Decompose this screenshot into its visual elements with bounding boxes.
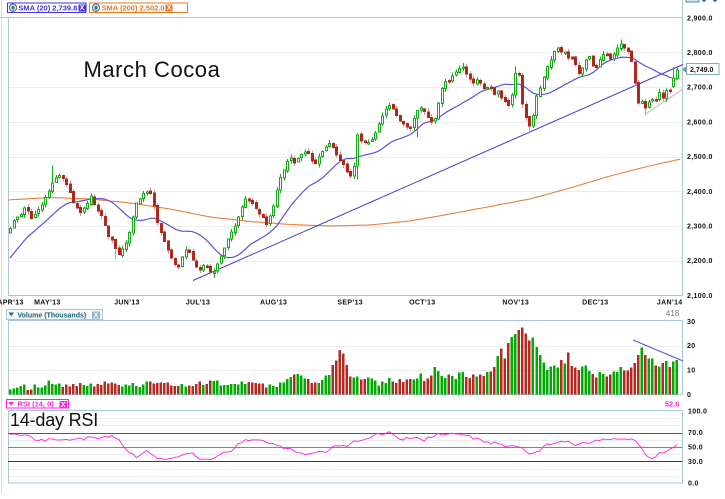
svg-text:2,300.0: 2,300.0 [687,224,713,231]
svg-text:AUG’13: AUG’13 [260,300,287,307]
svg-text:10: 10 [687,368,696,375]
svg-text:100.0: 100.0 [688,408,707,415]
svg-text:JUL’13: JUL’13 [186,300,210,307]
svg-text:52.6: 52.6 [665,399,680,408]
svg-text:OCT’13: OCT’13 [409,300,435,307]
svg-text:JAN’14: JAN’14 [657,300,683,307]
svg-text:0: 0 [687,392,691,399]
svg-text:2,100.0: 2,100.0 [687,293,713,300]
svg-text:March Cocoa: March Cocoa [84,57,221,82]
svg-text:30.0: 30.0 [688,459,703,466]
svg-text:2,700.0: 2,700.0 [687,85,713,92]
svg-text:MAY’13: MAY’13 [34,300,60,307]
svg-text:SMA (20) 2,739.8: SMA (20) 2,739.8 [18,3,77,12]
svg-text:X: X [80,5,85,12]
svg-text:0.0: 0.0 [688,481,699,488]
svg-text:2,400.0: 2,400.0 [687,189,713,196]
svg-text:2,500.0: 2,500.0 [687,154,713,161]
svg-text:2,800.0: 2,800.0 [687,50,713,57]
svg-text:30: 30 [687,319,696,326]
svg-text:X: X [61,402,66,409]
svg-text:Volume (Thousands): Volume (Thousands) [18,312,87,319]
svg-text:APR’13: APR’13 [0,300,24,307]
svg-text:SEP’13: SEP’13 [337,300,363,307]
svg-text:DEC’13: DEC’13 [582,300,608,307]
svg-text:2,200.0: 2,200.0 [687,258,713,265]
svg-text:20: 20 [687,343,696,350]
svg-text:X: X [167,5,172,12]
svg-text:RSI (14, 0): RSI (14, 0) [18,400,55,409]
svg-text:2,600.0: 2,600.0 [687,119,713,126]
svg-text:NOV’13: NOV’13 [502,300,529,307]
svg-text:418: 418 [666,309,680,318]
svg-text:SMA (200) 2,502.0: SMA (200) 2,502.0 [102,3,165,12]
svg-text:JUN’13: JUN’13 [114,300,140,307]
svg-text:70.0: 70.0 [688,430,703,437]
svg-text:2,900.0: 2,900.0 [687,15,713,22]
svg-text:X: X [94,313,99,320]
svg-text:14-day RSI: 14-day RSI [10,410,98,430]
svg-text:2,749.0: 2,749.0 [690,67,713,74]
svg-text:50.0: 50.0 [688,445,703,452]
